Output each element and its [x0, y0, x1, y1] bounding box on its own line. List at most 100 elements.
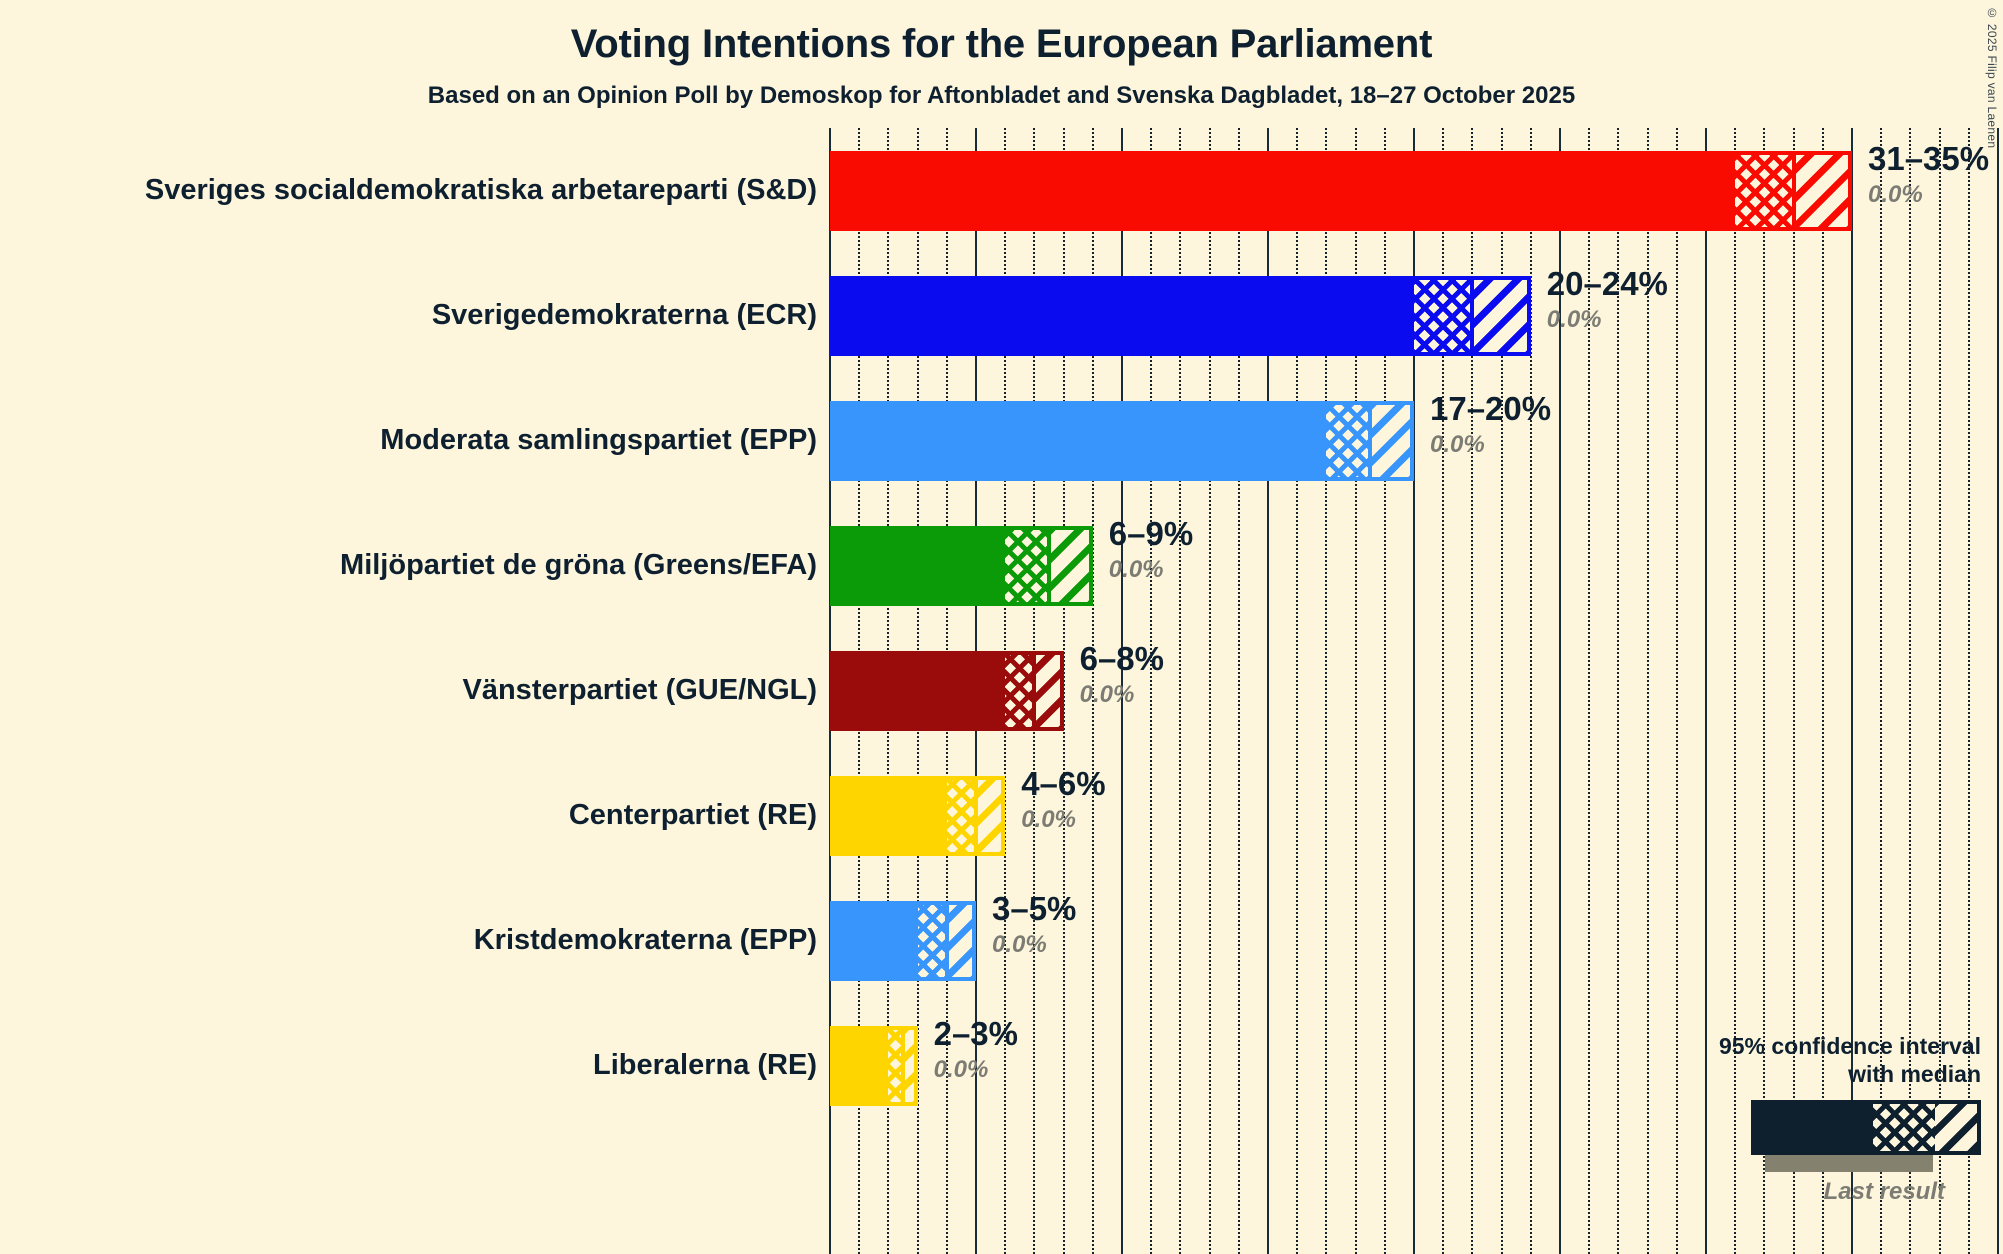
gridline-minor [1588, 128, 1591, 1254]
party-label: Centerpartiet (RE) [568, 799, 817, 831]
party-label: Liberalerna (RE) [593, 1049, 817, 1081]
legend-title-line1: 95% confidence interval [1718, 1032, 1981, 1059]
confidence-interval-bar [830, 901, 976, 981]
gridline-minor [1967, 128, 1970, 1254]
chart-subtitle: Based on an Opinion Poll by Demoskop for… [427, 82, 1576, 109]
median-divider [944, 901, 949, 981]
bar-diagonal-segment [946, 901, 976, 981]
gridline-minor [1296, 128, 1299, 1254]
gridline-major [1705, 128, 1707, 1254]
last-result-value-label: 0.0% [1546, 306, 1602, 333]
bar-diagonal-segment [976, 776, 1006, 856]
gridline-minor [1909, 128, 1912, 1254]
bar-solid-segment [830, 276, 1414, 356]
bar-crosshatch-segment [1005, 651, 1035, 731]
median-divider [1368, 401, 1373, 481]
gridline-major [1121, 128, 1123, 1254]
median-divider [1791, 151, 1796, 231]
chart-row: Sveriges socialdemokratiska arbetarepart… [0, 128, 2003, 253]
party-label: Kristdemokraterna (EPP) [473, 924, 817, 956]
bar-diagonal-segment [1370, 401, 1414, 481]
last-result-value-label: 0.0% [992, 931, 1047, 958]
legend-crosshatch-swatch [1872, 1104, 1935, 1151]
gridline-minor [1880, 128, 1883, 1254]
bar-diagonal-segment [1049, 526, 1093, 606]
gridline-minor [1179, 128, 1182, 1254]
range-value-label: 20–24% [1546, 265, 1668, 302]
bar-crosshatch-segment [1414, 276, 1473, 356]
median-divider [1047, 526, 1051, 606]
gridline-minor [1675, 128, 1678, 1254]
confidence-interval-bar [830, 276, 1531, 356]
bar-crosshatch-segment [1735, 151, 1794, 231]
range-value-label: 6–8% [1079, 640, 1164, 677]
party-label: Sverigedemokraterna (ECR) [431, 299, 817, 331]
gridline-minor [1237, 128, 1240, 1254]
legend-last-result-swatch [1765, 1155, 1933, 1172]
page-title: Voting Intentions for the European Parli… [570, 22, 1433, 66]
gridline-minor [1471, 128, 1474, 1254]
chart-row: Moderata samlingspartiet (EPP) 17–20% 0.0% [0, 378, 2003, 503]
gridline-minor [1529, 128, 1532, 1254]
gridline-minor [1354, 128, 1357, 1254]
bar-solid-segment [830, 151, 1736, 231]
gridline-minor [1325, 128, 1328, 1254]
confidence-interval-bar [830, 401, 1414, 481]
confidence-interval-bar [830, 776, 1006, 856]
chart-row: Liberalerna (RE) 2–3% 0.0% [0, 1003, 2003, 1128]
bar-solid-segment [830, 776, 947, 856]
bar-crosshatch-segment [888, 1026, 903, 1106]
last-result-value-label: 0.0% [1021, 806, 1076, 833]
gridline-minor [1150, 128, 1153, 1254]
last-result-value-label: 0.0% [1868, 181, 1923, 208]
legend-last-result-label: Last result [1823, 1178, 1945, 1205]
bar-crosshatch-segment [917, 901, 947, 981]
legend-title: 95% confidence interval with median [1631, 1032, 1981, 1088]
range-value-label: 3–5% [992, 890, 1077, 927]
party-label: Sveriges socialdemokratiska arbetarepart… [144, 174, 817, 206]
bar-solid-segment [830, 1026, 889, 1106]
bar-diagonal-segment [1472, 276, 1531, 356]
gridline-minor [1500, 128, 1503, 1254]
gridline-minor [1091, 128, 1094, 1254]
bar-crosshatch-segment [1005, 526, 1049, 606]
chart-row: Kristdemokraterna (EPP) 3–5% 0.0% [0, 878, 2003, 1003]
gridline-major [1267, 128, 1269, 1254]
chart-row: Miljöpartiet de gröna (Greens/EFA) 6–9% 0.… [0, 503, 2003, 628]
gridline-major [1997, 128, 1999, 1254]
gridline-minor [1938, 128, 1941, 1254]
party-label: Vänsterpartiet (GUE/NGL) [462, 674, 818, 706]
gridline-minor [1383, 128, 1386, 1254]
gridline-minor [1763, 128, 1766, 1254]
legend-title-line2: with median [1848, 1060, 1981, 1087]
legend-ci-bar [1751, 1100, 1981, 1155]
gridline-minor [1734, 128, 1737, 1254]
gridline-minor [1617, 128, 1620, 1254]
chart-legend: 95% confidence interval with median Last… [1631, 1032, 1981, 1206]
range-value-label: 17–20% [1430, 390, 1552, 427]
median-divider [1032, 651, 1037, 731]
chart-row: Sverigedemokraterna (ECR) 20–24% 0.0% [0, 253, 2003, 378]
bar-solid-segment [830, 651, 1006, 731]
gridline-minor [1208, 128, 1211, 1254]
range-value-label: 2–3% [933, 1015, 1018, 1052]
bar-crosshatch-segment [1326, 401, 1371, 481]
bar-solid-segment [830, 401, 1327, 481]
last-result-value-label: 0.0% [1079, 681, 1135, 708]
gridline-major [1851, 128, 1853, 1254]
median-divider [974, 776, 978, 856]
last-result-value-label: 0.0% [933, 1056, 989, 1083]
range-value-label: 31–35% [1868, 140, 1990, 177]
chart-row: Centerpartiet (RE) 4–6% 0.0% [0, 753, 2003, 878]
gridline-minor [1821, 128, 1824, 1254]
confidence-interval-bar [830, 1026, 918, 1106]
bar-solid-segment [830, 526, 1006, 606]
gridline-minor [1646, 128, 1649, 1254]
bar-diagonal-segment [903, 1026, 918, 1106]
gridline-minor [1062, 128, 1065, 1254]
gridline-major [1559, 128, 1561, 1254]
bar-diagonal-segment [1034, 651, 1064, 731]
confidence-interval-bar [830, 526, 1093, 606]
party-label: Miljöpartiet de gröna (Greens/EFA) [340, 549, 817, 581]
median-divider [1470, 276, 1475, 356]
